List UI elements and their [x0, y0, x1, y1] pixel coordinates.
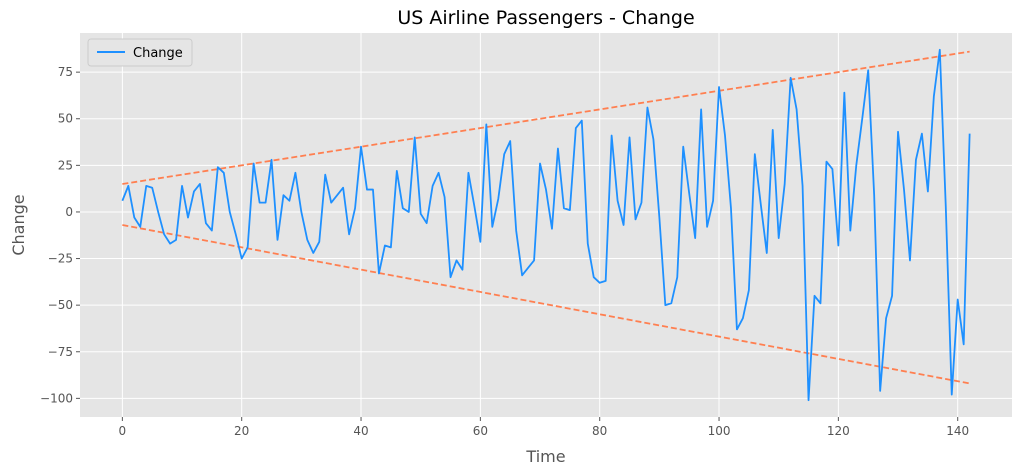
- y-tick-label: 75: [58, 65, 73, 79]
- y-tick-label: −25: [48, 252, 73, 266]
- trend-lines: [122, 50, 970, 385]
- x-tick-label: 40: [353, 424, 368, 438]
- y-tick-label: −75: [48, 345, 73, 359]
- x-tick-label: 140: [946, 424, 969, 438]
- x-tick-label: 100: [708, 424, 731, 438]
- y-tick-label: −50: [48, 298, 73, 312]
- legend-label-change: Change: [133, 46, 183, 61]
- legend-box: [87, 38, 193, 67]
- x-tick-label: 120: [827, 424, 850, 438]
- y-tick-label: 25: [58, 158, 73, 172]
- plot-area: [80, 33, 1012, 417]
- x-axis-ticks: 0 20 40 60 80 100 120 140: [119, 417, 969, 438]
- x-axis-title: Time: [525, 447, 565, 466]
- y-axis-ticks: −100 −75 −50 −25 0 25 50 75: [40, 65, 80, 405]
- chart-title: US Airline Passengers - Change: [397, 7, 694, 29]
- legend: Change: [87, 38, 193, 67]
- trend-line-upper: [122, 50, 970, 185]
- series-lines: [121, 48, 971, 402]
- x-tick-label: 20: [234, 424, 249, 438]
- x-tick-label: 0: [119, 424, 127, 438]
- x-tick-label: 80: [592, 424, 607, 438]
- series-line-change: [121, 48, 971, 402]
- y-tick-label: 50: [58, 112, 73, 126]
- y-axis-title: Change: [9, 194, 28, 255]
- y-tick-label: −100: [40, 391, 73, 405]
- x-tick-label: 60: [473, 424, 488, 438]
- y-tick-label: 0: [65, 205, 73, 219]
